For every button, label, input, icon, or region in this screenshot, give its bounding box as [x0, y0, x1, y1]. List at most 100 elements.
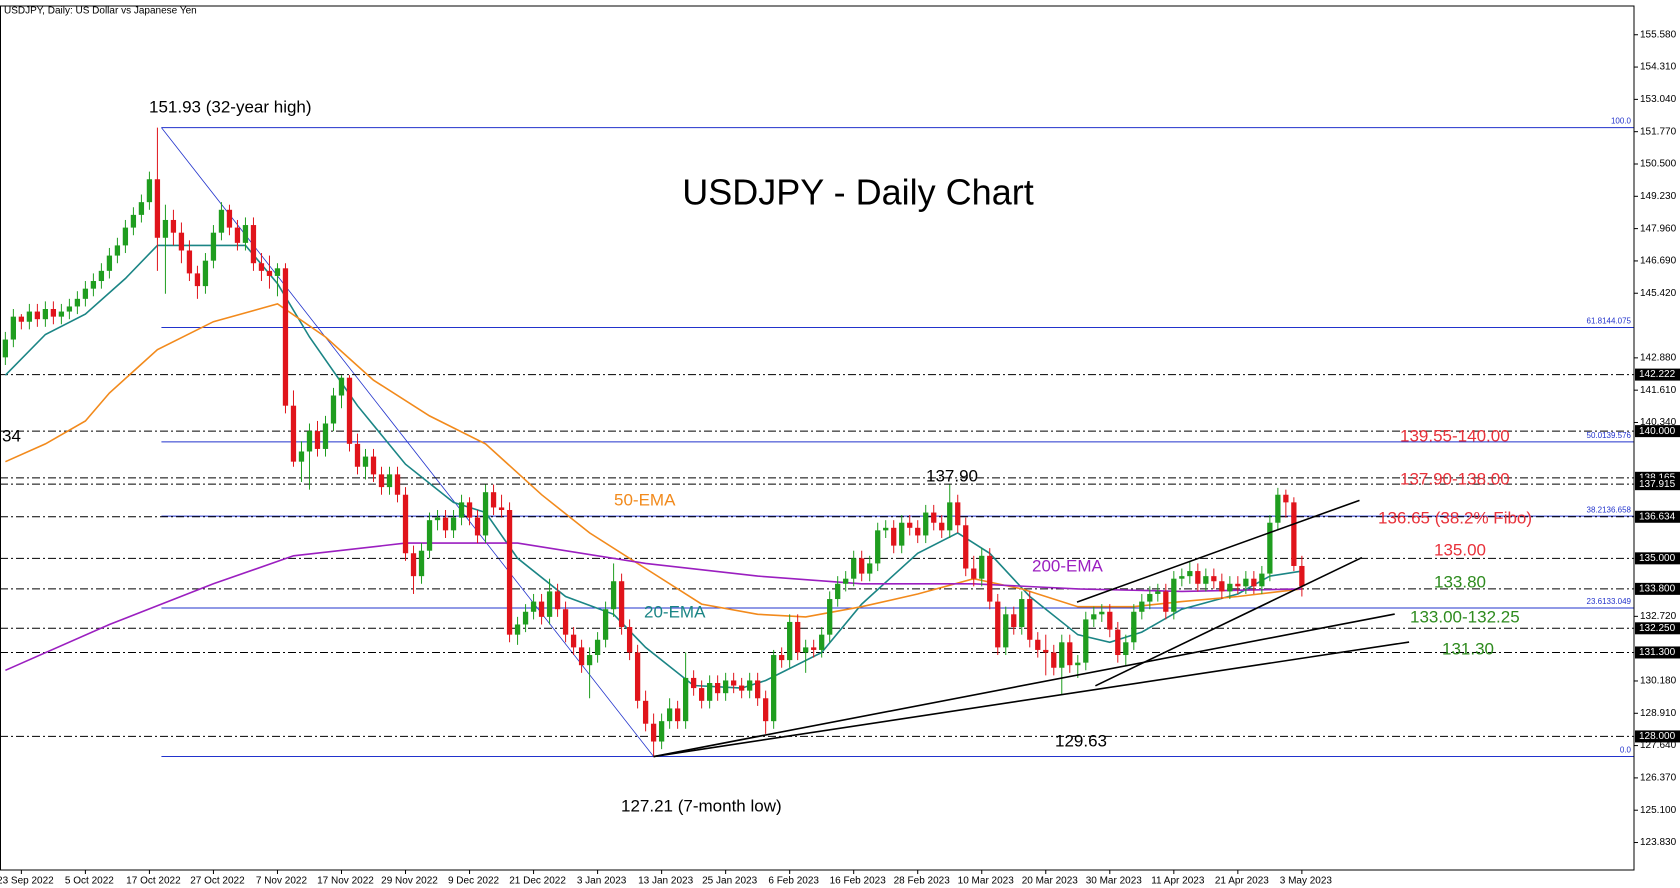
fibo-label: 23.6133.049 — [1587, 597, 1632, 606]
candle-body — [410, 553, 417, 577]
candle-body — [90, 281, 97, 289]
candle-body — [923, 512, 929, 536]
candle-body — [346, 377, 353, 444]
candle-body — [795, 621, 801, 653]
candle-body — [538, 601, 545, 617]
candle-body — [1291, 502, 1297, 566]
candle-body — [739, 685, 745, 691]
candle-body — [258, 263, 265, 271]
candle-body — [1171, 578, 1177, 612]
x-tick-label: 25 Jan 2023 — [702, 876, 757, 887]
x-tick-label: 28 Feb 2023 — [894, 876, 951, 887]
candle-body — [1243, 578, 1249, 587]
candle-body — [835, 583, 841, 600]
y-tick-label: 147.960 — [1640, 223, 1677, 234]
y-tick-label: 149.230 — [1640, 191, 1677, 202]
candle-body — [122, 227, 129, 246]
x-tick-label: 17 Nov 2022 — [317, 876, 374, 887]
candle-body — [394, 474, 401, 495]
candle-body — [1083, 619, 1089, 663]
candle-body — [466, 502, 473, 518]
candle-body — [338, 377, 345, 396]
x-tick-label: 6 Feb 2023 — [768, 876, 819, 887]
ema-label: 20-EMA — [644, 602, 706, 621]
candle-body — [18, 316, 25, 322]
candle-body — [290, 405, 297, 462]
annotation: 136.65 (38.2% Fibo) — [1378, 508, 1532, 527]
candle-body — [1195, 571, 1201, 584]
x-tick-label: 5 Oct 2022 — [65, 876, 114, 887]
ema-line — [4, 244, 1303, 689]
candle-body — [610, 581, 617, 610]
x-tick-label: 17 Oct 2022 — [126, 876, 181, 887]
level-label: 138.165 — [1639, 472, 1676, 483]
candle-body — [10, 316, 17, 340]
candle-body — [1235, 583, 1241, 587]
trendline — [653, 641, 1410, 758]
candle-body — [763, 698, 769, 722]
plot-frame — [0, 5, 1635, 871]
candle-body — [442, 517, 449, 531]
candle-body — [971, 568, 977, 579]
ema-line — [5, 303, 1302, 618]
candle-body — [715, 683, 721, 694]
candle-body — [867, 563, 873, 574]
level-box — [1635, 478, 1680, 491]
x-tick-label: 23 Sep 2022 — [0, 876, 54, 887]
candle-body — [514, 624, 521, 635]
candle-body — [370, 456, 377, 475]
candle-body — [1251, 578, 1257, 587]
x-tick-label: 7 Nov 2022 — [256, 876, 308, 887]
chart-title: USDJPY - Daily Chart — [682, 172, 1033, 213]
candle-body — [194, 273, 201, 287]
fibo-label: 38.2136.658 — [1587, 505, 1632, 514]
annotation: 131.30 — [1442, 639, 1494, 658]
candle-body — [682, 677, 689, 722]
candle-body — [266, 270, 273, 276]
y-tick-label: 142.880 — [1640, 352, 1677, 363]
candle-body — [1227, 583, 1233, 592]
candle-body — [1035, 639, 1041, 650]
candle-body — [98, 270, 105, 282]
candle-body — [811, 647, 817, 650]
candle-body — [114, 245, 121, 256]
candle-body — [530, 601, 537, 612]
level-label: 137.915 — [1639, 479, 1676, 490]
candle-body — [50, 309, 57, 317]
x-tick-label: 30 Mar 2023 — [1086, 876, 1143, 887]
candle-body — [498, 507, 505, 510]
candle-body — [1211, 576, 1217, 582]
candle-body — [1139, 601, 1145, 612]
candle-body — [987, 555, 993, 602]
candle-body — [242, 225, 249, 243]
candle-body — [546, 591, 553, 617]
candle-body — [226, 209, 233, 228]
candle-body — [883, 527, 889, 531]
candle-body — [1059, 642, 1065, 668]
trendline — [1095, 556, 1363, 687]
annotation: 129.63 — [1055, 731, 1107, 750]
annotation: 133.00-132.25 — [1410, 607, 1520, 626]
candle-body — [803, 647, 809, 653]
y-tick-label: 123.830 — [1640, 837, 1677, 848]
candle-body — [562, 609, 569, 635]
candle-body — [1147, 593, 1153, 602]
candle-body — [947, 502, 953, 531]
x-tick-label: 16 Feb 2023 — [830, 876, 887, 887]
y-tick-label: 132.720 — [1640, 611, 1677, 622]
candle-body — [1027, 599, 1033, 640]
ema-label: 200-EMA — [1032, 556, 1104, 575]
level-box — [1635, 552, 1680, 565]
y-tick-label: 151.770 — [1640, 126, 1677, 137]
annotation: 135.00 — [1434, 540, 1486, 559]
candle-body — [819, 634, 825, 650]
candle-body — [570, 634, 577, 648]
candle-body — [386, 474, 393, 488]
x-tick-label: 13 Jan 2023 — [638, 876, 693, 887]
annotation: 151.93 (32-year high) — [149, 97, 312, 116]
candle-body — [1163, 591, 1169, 612]
candle-body — [1283, 494, 1289, 503]
candle-body — [626, 627, 633, 653]
candle-body — [1011, 614, 1017, 628]
candle-body — [939, 522, 945, 531]
